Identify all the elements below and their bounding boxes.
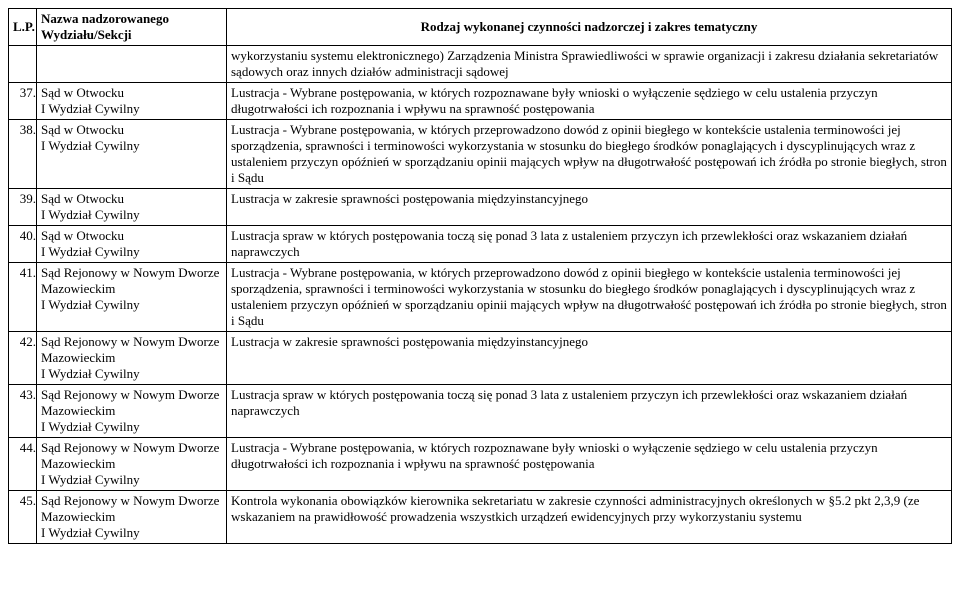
row-desc: Lustracja - Wybrane postępowania, w któr… (227, 438, 952, 491)
row-num: 38. (9, 120, 37, 189)
row-desc: Kontrola wykonania obowiązków kierownika… (227, 491, 952, 544)
row-num: 43. (9, 385, 37, 438)
col-header-name: Nazwa nadzorowanego Wydziału/Sekcji (37, 9, 227, 46)
row-name: Sąd w OtwockuI Wydział Cywilny (37, 226, 227, 263)
row-name: Sąd Rejonowy w Nowym Dworze MazowieckimI… (37, 263, 227, 332)
table-row: 37. Sąd w OtwockuI Wydział Cywilny Lustr… (9, 83, 952, 120)
col-header-lp: L.P. (9, 9, 37, 46)
intro-row: wykorzystaniu systemu elektronicznego) Z… (9, 46, 952, 83)
col-header-desc: Rodzaj wykonanej czynności nadzorczej i … (227, 9, 952, 46)
row-num: 40. (9, 226, 37, 263)
row-desc: Lustracja spraw w których postępowania t… (227, 226, 952, 263)
supervision-table: L.P. Nazwa nadzorowanego Wydziału/Sekcji… (8, 8, 952, 544)
intro-desc: wykorzystaniu systemu elektronicznego) Z… (227, 46, 952, 83)
row-name: Sąd w OtwockuI Wydział Cywilny (37, 120, 227, 189)
row-name: Sąd Rejonowy w Nowym Dworze MazowieckimI… (37, 385, 227, 438)
row-name: Sąd Rejonowy w Nowym Dworze MazowieckimI… (37, 491, 227, 544)
row-desc: Lustracja - Wybrane postępowania, w któr… (227, 263, 952, 332)
row-name: Sąd w OtwockuI Wydział Cywilny (37, 189, 227, 226)
intro-lp (9, 46, 37, 83)
row-num: 41. (9, 263, 37, 332)
row-num: 39. (9, 189, 37, 226)
table-row: 45. Sąd Rejonowy w Nowym Dworze Mazowiec… (9, 491, 952, 544)
table-row: 41. Sąd Rejonowy w Nowym Dworze Mazowiec… (9, 263, 952, 332)
row-name: Sąd w OtwockuI Wydział Cywilny (37, 83, 227, 120)
row-num: 45. (9, 491, 37, 544)
row-num: 44. (9, 438, 37, 491)
row-name: Sąd Rejonowy w Nowym Dworze MazowieckimI… (37, 332, 227, 385)
row-desc: Lustracja w zakresie sprawności postępow… (227, 332, 952, 385)
table-row: 43. Sąd Rejonowy w Nowym Dworze Mazowiec… (9, 385, 952, 438)
table-row: 38. Sąd w OtwockuI Wydział Cywilny Lustr… (9, 120, 952, 189)
table-row: 40. Sąd w OtwockuI Wydział Cywilny Lustr… (9, 226, 952, 263)
table-header-row: L.P. Nazwa nadzorowanego Wydziału/Sekcji… (9, 9, 952, 46)
row-name: Sąd Rejonowy w Nowym Dworze MazowieckimI… (37, 438, 227, 491)
row-num: 37. (9, 83, 37, 120)
row-num: 42. (9, 332, 37, 385)
table-row: 44. Sąd Rejonowy w Nowym Dworze Mazowiec… (9, 438, 952, 491)
row-desc: Lustracja - Wybrane postępowania, w któr… (227, 83, 952, 120)
table-row: 39. Sąd w OtwockuI Wydział Cywilny Lustr… (9, 189, 952, 226)
row-desc: Lustracja - Wybrane postępowania, w któr… (227, 120, 952, 189)
table-row: 42. Sąd Rejonowy w Nowym Dworze Mazowiec… (9, 332, 952, 385)
row-desc: Lustracja spraw w których postępowania t… (227, 385, 952, 438)
intro-name (37, 46, 227, 83)
row-desc: Lustracja w zakresie sprawności postępow… (227, 189, 952, 226)
